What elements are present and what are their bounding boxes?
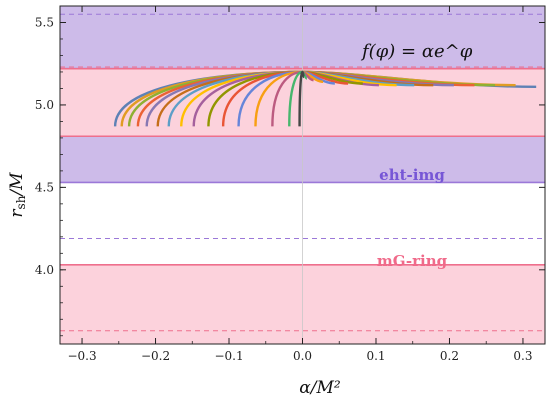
x-axis-ticks: −0.3 −0.2 −0.1 0.0 0.1 0.2 0.3	[67, 6, 533, 363]
curve-positive-alpha-15	[301, 70, 306, 79]
formula-annotation: f(φ) = αe^φ	[360, 41, 473, 62]
y-tick-label: 4.5	[35, 180, 54, 194]
x-tick-label: 0.0	[293, 349, 312, 363]
y-axis-title: rsh/M	[7, 172, 28, 218]
x-axis-title: α/M²	[299, 378, 341, 398]
x-tick-label: 0.2	[440, 349, 459, 363]
eht-img-label: eht-img	[379, 166, 445, 184]
x-tick-label: 0.3	[513, 349, 532, 363]
y-axis-ticks: 4.0 4.5 5.0 5.5	[35, 5, 545, 337]
shadow-curves	[113, 70, 537, 127]
x-tick-label: −0.2	[141, 349, 170, 363]
curve-negative-alpha-15	[298, 70, 304, 127]
x-tick-label: −0.1	[214, 349, 243, 363]
y-tick-label: 5.5	[35, 15, 54, 29]
mg-ring-label: mG-ring	[377, 252, 448, 270]
x-tick-label: −0.3	[67, 349, 96, 363]
y-tick-label: 4.0	[35, 263, 54, 277]
y-tick-label: 5.0	[35, 98, 54, 112]
curve-negative-alpha-14	[288, 70, 303, 127]
x-tick-label: 0.1	[366, 349, 385, 363]
